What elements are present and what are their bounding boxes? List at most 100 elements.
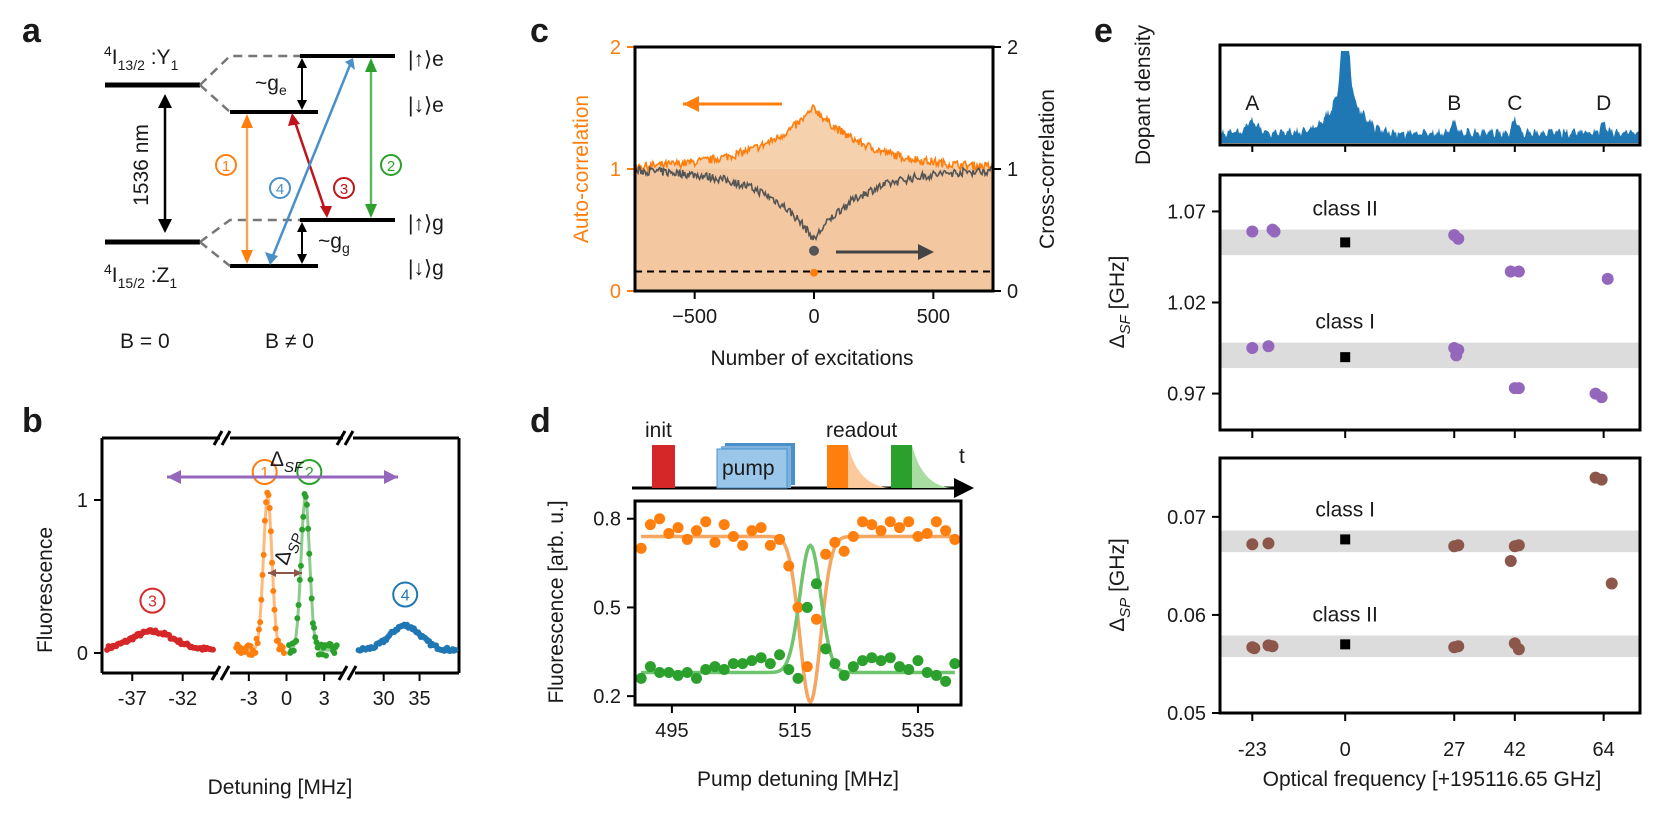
d-green-point [940, 675, 952, 687]
delta-sp-arrowheads [268, 569, 302, 577]
e-sp-frame [1218, 456, 1642, 715]
d-orange-point [691, 525, 703, 537]
d-green-point [663, 666, 675, 678]
b-axis-break-marks [210, 430, 358, 681]
b-point-1 [252, 649, 259, 656]
d-time-axis-arrowhead [954, 478, 974, 498]
transition-1-number: 1 [222, 158, 230, 175]
d-orange-point [746, 525, 758, 537]
b-point-2 [308, 595, 315, 602]
c-ytick-right-label: 0 [1007, 281, 1018, 303]
e-sp-class-marker [1340, 639, 1351, 650]
e-sf-ytick-label: 1.07 [1167, 201, 1206, 223]
d-orange-point [838, 545, 850, 557]
pump-detuning-chart: t init pump readout 495 515 535 0.2 0.5 0.8 F… [545, 419, 974, 791]
b-point-2 [311, 624, 318, 631]
c-plot-frame [633, 45, 995, 293]
e-peak-label-D: D [1596, 92, 1611, 115]
b-point-2 [333, 642, 340, 649]
e-sf-ytick-label: 1.02 [1167, 293, 1206, 315]
b-point-1 [260, 551, 267, 558]
d-green-point [847, 661, 859, 673]
e-sf-point [1246, 225, 1259, 238]
wavelength-arrowheads [158, 94, 172, 233]
b-xtick-label: 30 [373, 688, 395, 710]
c-auto-trace [634, 103, 994, 174]
b-point-1 [254, 640, 261, 647]
d-orange-point [644, 519, 656, 531]
e-sf-point [1601, 272, 1614, 285]
panel-letter-a: a [22, 12, 42, 50]
b-point-1 [255, 626, 262, 633]
d-orange-point [847, 530, 859, 542]
d-orange-point [940, 525, 952, 537]
e-top-frame [1218, 43, 1642, 147]
state-up-e-label: |↑⟩e [408, 48, 444, 71]
e-sp-band-label: class II [1313, 604, 1378, 627]
d-green-point [829, 658, 841, 670]
d-orange-point [875, 525, 887, 537]
e-xtick-label: 27 [1443, 739, 1465, 761]
c-xtick-label: 500 [917, 306, 950, 328]
d-orange-point [764, 539, 776, 551]
d-orange-point [718, 519, 730, 531]
e-sp-ytick-label: 0.05 [1167, 703, 1206, 725]
b-series-number-4: 4 [401, 588, 410, 605]
e-top-ylabel: Dopant density [1132, 24, 1155, 165]
b-point-2 [290, 647, 297, 654]
d-ylabel: Fluorescence [arb. u.] [545, 500, 568, 703]
b-xtick-label: 3 [319, 688, 330, 710]
e-top-marks: A B C D [1220, 51, 1640, 152]
split-connector-e [199, 54, 300, 113]
d-orange-point [700, 516, 712, 528]
e-sp-point [1248, 642, 1261, 655]
d-green-point [755, 652, 767, 664]
d-green-point [774, 649, 786, 661]
c-ytick-left-label: 2 [610, 37, 621, 59]
d-green-point [810, 578, 822, 590]
e-sp-band-label: class I [1315, 499, 1375, 522]
e-sf-frame [1218, 173, 1642, 432]
d-green-point [838, 669, 850, 681]
b-point-2 [322, 652, 329, 659]
b-point-1 [257, 619, 264, 626]
state-down-g-label: |↓⟩g [408, 257, 444, 280]
d-ytick-label: 0.2 [593, 686, 621, 708]
b-zero-label: B = 0 [120, 330, 170, 353]
e-sf-point [1512, 382, 1525, 395]
d-green-point [884, 652, 896, 664]
e-xtick-label: 42 [1504, 739, 1526, 761]
readout-pulse-orange [827, 445, 848, 488]
c-marks: −500 0 500 0 0 1 1 2 2 [610, 37, 1018, 328]
d-orange-point [912, 530, 924, 542]
d-orange-point [672, 522, 684, 534]
wavelength-label: 1536 nm [130, 124, 153, 206]
d-green-point [737, 658, 749, 670]
lower-manifold-label: 4I15/2 :Z1 [104, 261, 177, 291]
d-green-point [764, 658, 776, 670]
e-sf-ytick-label: 0.97 [1167, 384, 1206, 406]
e-sp-point [1452, 539, 1465, 552]
panel-letter-c: c [530, 12, 549, 50]
d-green-point [746, 655, 758, 667]
energy-level-diagram: 1536 nm 4I13/2 :Y1 4I15/2 :Z1 ~ge ~gg |↑… [104, 43, 444, 353]
d-green-point [866, 652, 878, 664]
delta-sf-label: ΔSF [270, 448, 304, 476]
d-ytick-label: 0.8 [593, 509, 621, 531]
b-point-2 [302, 493, 309, 500]
b-point-2 [306, 550, 313, 557]
b-point-1 [266, 505, 273, 512]
readout-decay-green [912, 445, 952, 488]
correlation-chart: −500 0 500 0 0 1 1 2 2 Auto-correlation Cross-co… [570, 37, 1059, 370]
d-green-point [635, 672, 647, 684]
transition-3-arrowheads [288, 113, 332, 218]
d-orange-point [829, 536, 841, 548]
b-xtick-label: -32 [168, 688, 197, 710]
b-point-1 [269, 559, 276, 566]
e-sp-ytick-label: 0.06 [1167, 605, 1206, 627]
c-left-axis-arrowhead [683, 96, 699, 112]
transition-4-line [270, 64, 352, 259]
b-point-2 [305, 525, 312, 532]
d-xtick-label: 515 [778, 720, 811, 742]
